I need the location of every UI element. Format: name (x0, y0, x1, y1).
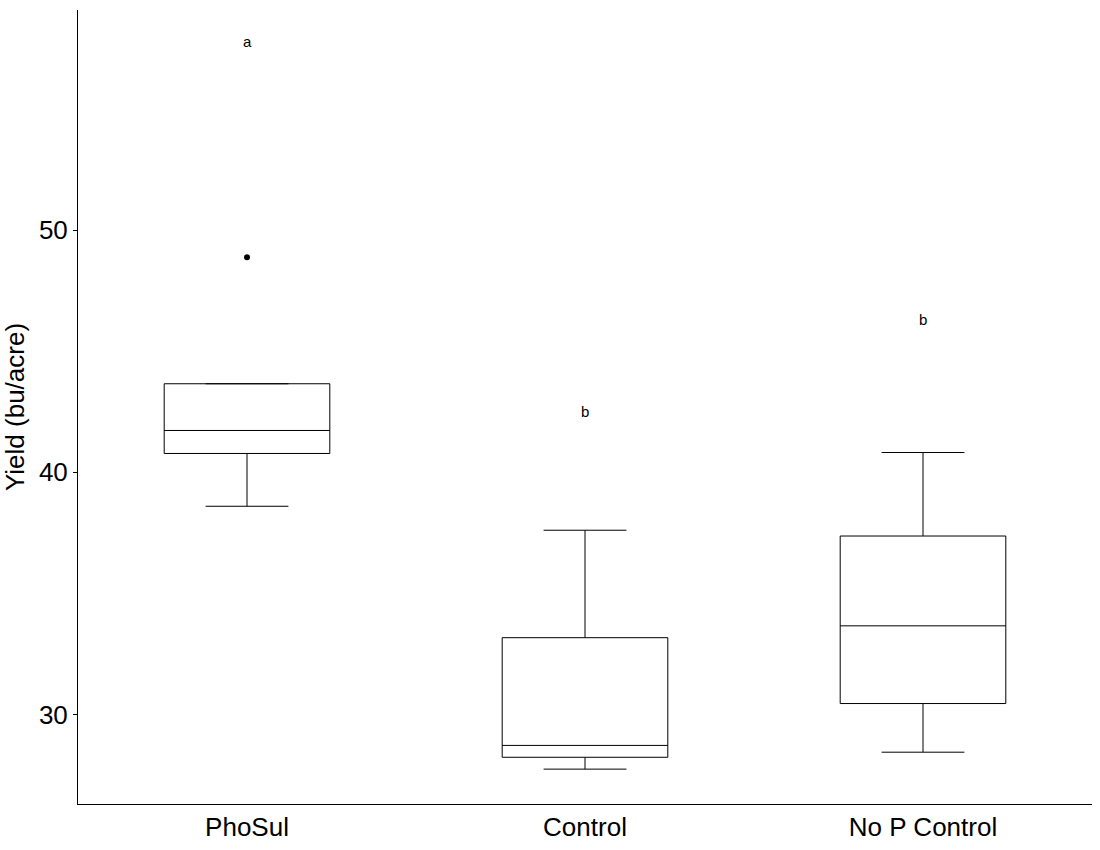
svg-text:b: b (919, 311, 927, 328)
svg-text:Control: Control (543, 812, 627, 842)
svg-text:Yield (bu/acre): Yield (bu/acre) (0, 323, 30, 491)
svg-text:b: b (581, 403, 589, 420)
svg-text:40: 40 (39, 457, 68, 487)
svg-text:a: a (243, 33, 252, 50)
svg-text:PhoSul: PhoSul (205, 812, 289, 842)
svg-text:30: 30 (39, 700, 68, 730)
svg-text:No P Control: No P Control (849, 812, 997, 842)
svg-text:50: 50 (39, 215, 68, 245)
